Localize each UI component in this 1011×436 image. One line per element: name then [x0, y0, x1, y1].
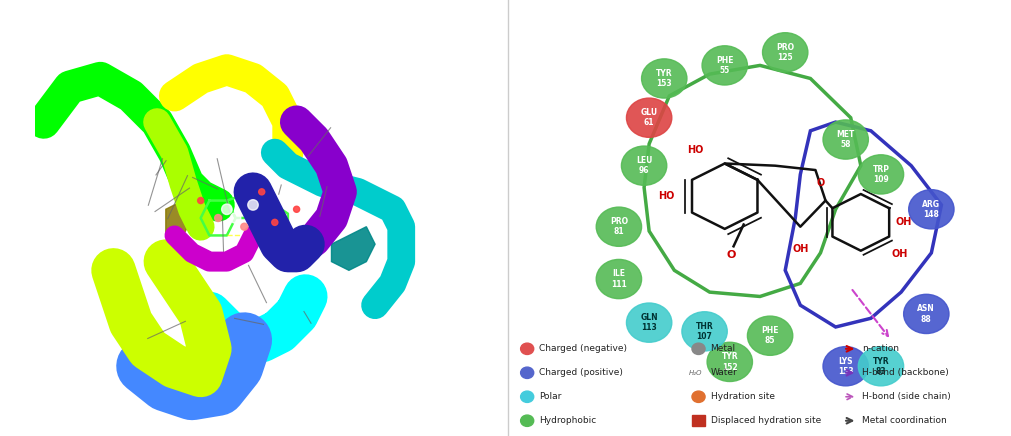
Circle shape — [520, 343, 533, 354]
Text: Water: Water — [710, 368, 737, 377]
Text: ILE
111: ILE 111 — [611, 269, 626, 289]
Circle shape — [702, 46, 747, 85]
Text: OH: OH — [895, 218, 911, 227]
Circle shape — [221, 204, 232, 215]
Circle shape — [692, 343, 705, 354]
Circle shape — [272, 219, 278, 225]
Circle shape — [908, 190, 953, 229]
Text: Metal: Metal — [710, 344, 735, 353]
Text: Hydrophobic: Hydrophobic — [539, 416, 595, 425]
Circle shape — [520, 391, 533, 402]
Text: LYS
153: LYS 153 — [837, 357, 852, 376]
Text: TYR
83: TYR 83 — [871, 357, 889, 376]
Text: GLU
61: GLU 61 — [640, 108, 657, 127]
Circle shape — [197, 198, 203, 204]
Text: LEU
96: LEU 96 — [635, 156, 652, 175]
Circle shape — [626, 98, 671, 137]
Text: Polar: Polar — [539, 392, 561, 401]
Circle shape — [595, 207, 641, 246]
Circle shape — [747, 316, 792, 355]
Text: Metal coordination: Metal coordination — [861, 416, 945, 425]
Text: PRO
125: PRO 125 — [775, 43, 794, 62]
Text: TYR
152: TYR 152 — [721, 352, 737, 371]
Text: MET
58: MET 58 — [836, 130, 854, 149]
Polygon shape — [332, 227, 375, 270]
Circle shape — [241, 223, 248, 230]
Circle shape — [707, 342, 752, 382]
Text: PRO
81: PRO 81 — [610, 217, 628, 236]
Text: HO: HO — [686, 146, 704, 156]
Circle shape — [641, 59, 686, 98]
Circle shape — [248, 200, 258, 210]
Text: H₂O: H₂O — [688, 370, 702, 376]
Circle shape — [231, 213, 241, 223]
Circle shape — [621, 146, 666, 185]
Text: ARG
148: ARG 148 — [921, 200, 939, 219]
Text: Charged (positive): Charged (positive) — [539, 368, 623, 377]
Text: THR
107: THR 107 — [695, 322, 713, 341]
Circle shape — [293, 206, 299, 212]
Circle shape — [595, 259, 641, 299]
Text: HO: HO — [658, 191, 674, 201]
Text: OH: OH — [792, 244, 808, 253]
Text: ASN
88: ASN 88 — [917, 304, 934, 324]
Text: GLN
113: GLN 113 — [640, 313, 657, 332]
Circle shape — [857, 155, 903, 194]
Text: TRP
109: TRP 109 — [871, 165, 889, 184]
Circle shape — [857, 347, 903, 386]
Circle shape — [626, 303, 671, 342]
Text: H-bond (backbone): H-bond (backbone) — [861, 368, 947, 377]
Circle shape — [520, 415, 533, 426]
Text: OH: OH — [891, 249, 907, 259]
Text: Hydration site: Hydration site — [710, 392, 773, 401]
Text: n-cation: n-cation — [861, 344, 898, 353]
Text: H-bond (side chain): H-bond (side chain) — [861, 392, 949, 401]
Text: TYR
153: TYR 153 — [655, 69, 672, 88]
Bar — [692, 415, 704, 426]
Circle shape — [259, 189, 265, 195]
Text: PHE
55: PHE 55 — [715, 56, 733, 75]
Text: O: O — [816, 178, 824, 188]
Circle shape — [761, 33, 807, 72]
Circle shape — [214, 215, 221, 221]
Circle shape — [692, 391, 705, 402]
Text: PHE
85: PHE 85 — [760, 326, 778, 345]
Circle shape — [903, 294, 948, 334]
Polygon shape — [166, 201, 192, 235]
Text: Displaced hydration site: Displaced hydration site — [710, 416, 820, 425]
Circle shape — [822, 347, 867, 386]
Circle shape — [520, 367, 533, 378]
Circle shape — [681, 312, 727, 351]
Text: Charged (negative): Charged (negative) — [539, 344, 627, 353]
Text: O: O — [726, 250, 735, 260]
Circle shape — [822, 120, 867, 159]
